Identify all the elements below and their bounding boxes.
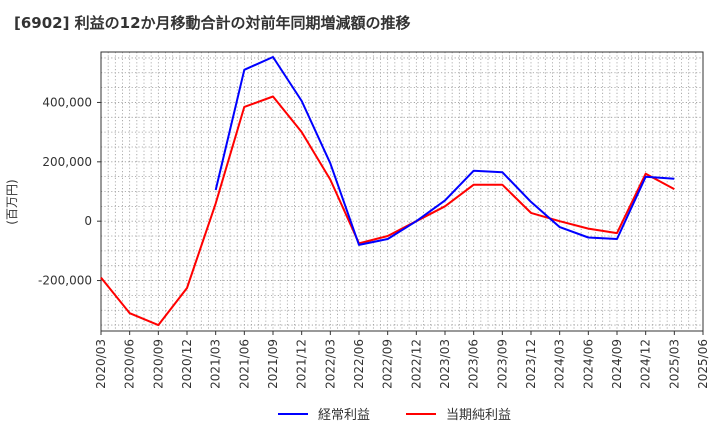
legend-label: 当期純利益 bbox=[446, 408, 511, 423]
legend-label: 経常利益 bbox=[318, 408, 370, 423]
x-tick-label: 2021/03 bbox=[209, 339, 223, 389]
x-tick-label: 2023/09 bbox=[495, 339, 509, 389]
x-tick-label: 2020/06 bbox=[123, 339, 137, 389]
x-tick-label: 2021/09 bbox=[266, 339, 280, 389]
y-tick-label: 200,000 bbox=[42, 155, 92, 169]
x-tick-label: 2022/12 bbox=[409, 339, 423, 389]
x-tick-label: 2021/12 bbox=[295, 339, 309, 389]
x-tick-label: 2020/09 bbox=[151, 339, 165, 389]
x-axis: 2020/03 2020/06 2020/09 2020/12 2021/03 2021/… bbox=[94, 331, 710, 389]
x-tick-label: 2024/12 bbox=[639, 339, 653, 389]
y-axis-label: (百万円) bbox=[5, 179, 19, 224]
y-tick-label: 0 bbox=[84, 214, 92, 228]
grid bbox=[100, 52, 704, 331]
y-tick-label: 400,000 bbox=[42, 95, 92, 109]
series-line bbox=[214, 56, 675, 246]
x-tick-label: 2024/03 bbox=[553, 339, 567, 389]
plot-frame bbox=[100, 51, 704, 332]
x-tick-label: 2024/06 bbox=[581, 339, 595, 389]
x-tick-label: 2020/12 bbox=[180, 339, 194, 389]
x-tick-label: 2025/03 bbox=[667, 339, 681, 389]
y-axis: 400,000 200,000 0 -200,000 bbox=[38, 95, 101, 288]
x-tick-label: 2021/06 bbox=[237, 339, 251, 389]
series-line bbox=[100, 95, 675, 327]
x-tick-label: 2025/06 bbox=[696, 339, 710, 389]
x-tick-label: 2023/06 bbox=[467, 339, 481, 389]
series bbox=[100, 56, 675, 327]
x-tick-label: 2023/03 bbox=[438, 339, 452, 389]
x-tick-label: 2023/12 bbox=[524, 339, 538, 389]
legend: 経常利益 当期純利益 bbox=[278, 408, 511, 423]
y-tick-label: -200,000 bbox=[38, 274, 92, 288]
x-tick-label: 2024/09 bbox=[610, 339, 624, 389]
x-tick-label: 2022/03 bbox=[323, 339, 337, 389]
x-tick-label: 2022/06 bbox=[352, 339, 366, 389]
chart-title: [6902] 利益の12か月移動合計の対前年同期増減額の推移 bbox=[14, 14, 411, 32]
x-tick-label: 2020/03 bbox=[94, 339, 108, 389]
x-tick-label: 2022/09 bbox=[381, 339, 395, 389]
